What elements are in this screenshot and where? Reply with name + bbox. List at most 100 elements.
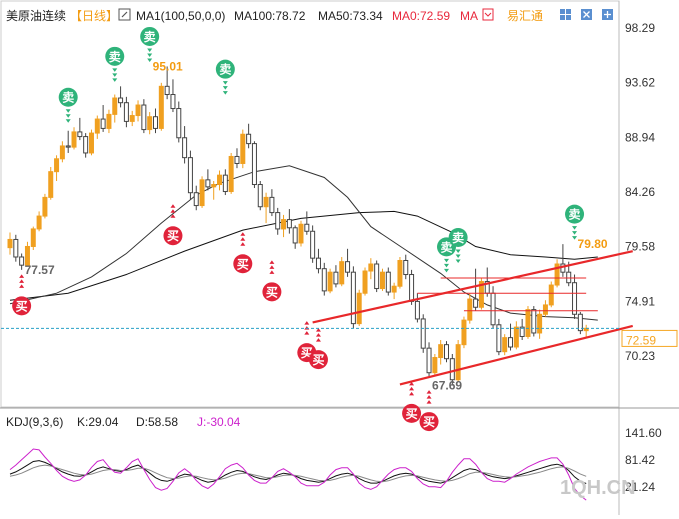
candle-body <box>71 131 77 148</box>
candle-body <box>88 132 94 154</box>
candle-body <box>269 196 275 214</box>
candle-body <box>548 284 554 306</box>
candle-body <box>65 145 71 148</box>
low-price-label: 67.69 <box>432 379 462 393</box>
buy-arrow <box>304 326 310 330</box>
candle-body <box>158 85 164 129</box>
buy-arrow <box>269 270 275 274</box>
buy-arrow <box>269 260 275 264</box>
candle-body <box>48 171 54 198</box>
settings-icon[interactable] <box>118 8 131 21</box>
sell-signal-badge <box>105 46 125 66</box>
candle-body <box>478 281 484 308</box>
dropdown-icon[interactable] <box>482 8 494 21</box>
candle-body <box>409 274 415 302</box>
ma100-value: MA100:78.72 <box>234 9 306 23</box>
kdj-d-value: D:58.58 <box>136 415 178 429</box>
close-icon[interactable] <box>581 9 592 20</box>
kdj-d-line <box>9 464 587 483</box>
buy-signal-label: 买 <box>423 415 435 429</box>
kdj-tick-label: 81.42 <box>625 453 655 467</box>
candle-body <box>379 271 385 290</box>
price-tick-label: 98.29 <box>625 21 655 35</box>
candle-body <box>397 259 403 287</box>
candle-body <box>217 174 223 186</box>
candle-body <box>193 192 199 207</box>
buy-signal-badge <box>419 412 439 432</box>
candle-body <box>414 300 420 320</box>
buy-signal-label: 买 <box>16 299 28 313</box>
kdj-header: KDJ(9,3,6) K:29.04 D:58.58 J:-30.04 <box>6 415 241 429</box>
candle-body <box>118 97 124 104</box>
buy-arrow <box>315 328 321 332</box>
sell-arrow <box>572 231 578 235</box>
sell-arrow <box>147 58 153 62</box>
candle-body <box>444 344 449 360</box>
candle-body <box>368 263 374 272</box>
price-tick-label: 93.62 <box>625 76 655 90</box>
candles <box>7 66 589 386</box>
candle-body <box>182 137 188 159</box>
ma100-line <box>9 210 598 301</box>
ma0-value: MA0:72.59 <box>392 9 450 23</box>
sell-arrow <box>222 86 228 90</box>
candle-body <box>496 324 502 353</box>
buy-signal-label: 买 <box>266 285 278 299</box>
ma-params: MA1(100,50,0,0) <box>136 9 225 23</box>
kdj-tick-label: 21.24 <box>625 480 655 494</box>
sell-signal-label: 卖 <box>62 90 74 105</box>
kdj-axis: 141.60 81.42 21.24 <box>625 426 662 494</box>
current-price-value: 72.59 <box>626 333 656 347</box>
candle-body <box>281 219 287 230</box>
candle-body <box>30 228 36 247</box>
candle-body <box>153 116 158 129</box>
period-label[interactable]: 【日线】 <box>70 9 118 23</box>
candle-body <box>13 238 19 258</box>
candle-body <box>77 131 83 138</box>
candle-body <box>286 219 292 229</box>
candle-body <box>94 118 100 134</box>
ma50-line <box>9 165 598 321</box>
buy-arrow <box>315 333 321 337</box>
kdj-j-line <box>9 448 587 501</box>
buy-arrow <box>409 381 415 386</box>
candle-body <box>292 227 298 244</box>
buy-arrow <box>409 391 415 396</box>
sell-arrow <box>112 73 118 77</box>
buy-signal-badge <box>402 403 422 423</box>
candle-body <box>554 263 560 286</box>
buy-arrow <box>269 265 275 269</box>
buy-arrow <box>170 209 176 213</box>
candle-body <box>449 358 455 381</box>
add-icon[interactable] <box>602 9 613 20</box>
candle-body <box>391 285 397 293</box>
candle-body <box>7 238 13 249</box>
sell-signal-label: 卖 <box>569 207 581 222</box>
ma-label: MA <box>460 9 478 23</box>
sell-arrow <box>65 114 71 118</box>
kdj-lines <box>9 448 587 501</box>
candle-body <box>298 223 304 244</box>
buy-arrow <box>240 242 246 246</box>
sell-arrow <box>572 236 578 240</box>
sell-arrow <box>444 258 449 263</box>
buy-signal-badge <box>308 350 328 370</box>
grid-icon[interactable] <box>560 9 571 20</box>
candle-body <box>176 108 182 139</box>
candle-body <box>228 155 234 193</box>
price-tick-label: 84.26 <box>625 185 655 199</box>
candle-body <box>519 326 525 337</box>
candle-body <box>129 115 135 122</box>
sell-signal-label: 卖 <box>144 29 156 44</box>
sell-arrow <box>572 226 578 230</box>
sell-arrow <box>147 48 153 52</box>
buy-arrow <box>19 274 25 278</box>
symbol-name: 美原油连续 <box>6 8 66 23</box>
candle-body <box>473 298 479 308</box>
buy-signal-label: 买 <box>237 257 249 271</box>
sell-arrow <box>444 263 449 268</box>
candle-body <box>170 94 176 110</box>
candle-body <box>339 261 345 285</box>
candle-body <box>106 113 112 129</box>
